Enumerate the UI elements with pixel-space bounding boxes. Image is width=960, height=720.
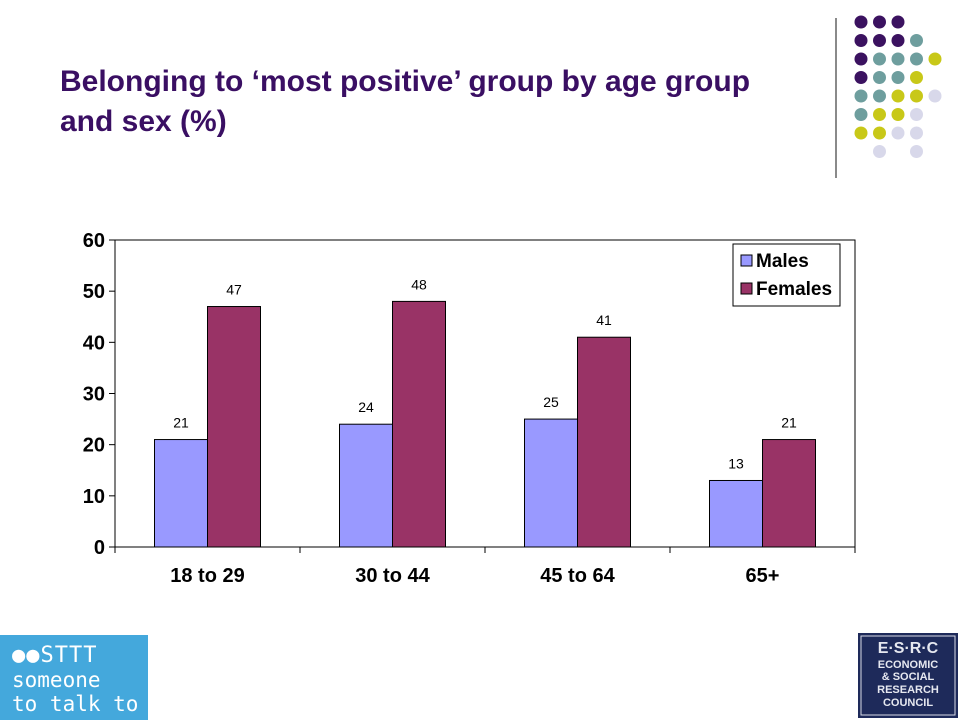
- legend-label: Males: [756, 251, 809, 272]
- decorative-dot: [854, 126, 868, 140]
- decorative-dot: [854, 34, 868, 47]
- decorative-dot: [928, 52, 942, 66]
- decorative-dot: [891, 89, 905, 103]
- legend-swatch: [740, 282, 753, 295]
- decorative-divider: [835, 18, 837, 178]
- decorative-dot: [910, 71, 923, 84]
- bar-females: [392, 300, 446, 548]
- data-label: 21: [173, 415, 189, 431]
- decorative-dot: [910, 52, 923, 66]
- sttt-logo-line3: to talk to: [12, 692, 139, 716]
- decorative-dot: [873, 108, 886, 121]
- decorative-dot: [891, 34, 905, 47]
- decorative-dot: [873, 71, 886, 84]
- legend: Males Females: [732, 243, 841, 307]
- decorative-dot: [873, 145, 886, 158]
- y-tick-label: 20: [83, 435, 105, 457]
- decorative-dot: [873, 15, 886, 29]
- bar-females: [762, 439, 816, 548]
- decorative-dot: [873, 52, 886, 66]
- y-tick-label: 40: [83, 332, 105, 354]
- esrc-logo-line3: & SOCIAL: [882, 671, 935, 683]
- decorative-dot: [873, 34, 886, 47]
- y-tick-label: 50: [83, 281, 105, 303]
- bar-females: [577, 336, 631, 548]
- legend-swatch: [740, 254, 753, 267]
- data-label: 24: [358, 399, 374, 415]
- decorative-dot: [854, 71, 868, 84]
- data-label: 21: [781, 415, 797, 431]
- data-label: 13: [728, 455, 744, 471]
- x-category-label: 45 to 64: [540, 565, 615, 587]
- bar-females: [207, 306, 261, 548]
- bar-males: [154, 439, 208, 548]
- decorative-dot: [854, 89, 868, 103]
- decorative-dot: [891, 108, 905, 121]
- decorative-dot: [910, 34, 923, 47]
- y-tick-label: 10: [83, 486, 105, 508]
- y-tick-label: 0: [94, 537, 105, 559]
- decorative-dot: [910, 108, 923, 121]
- x-category-label: 30 to 44: [355, 565, 430, 587]
- decorative-dot: [928, 89, 942, 103]
- esrc-logo-line2: ECONOMIC: [878, 659, 939, 671]
- esrc-logo-line4: RESEARCH: [877, 684, 939, 696]
- bar-males: [524, 418, 578, 548]
- bar-chart: 0 10 20 30 40 50 60 21 47 18 to 29 24 48 30 to 44 25 4…: [83, 230, 856, 587]
- y-tick-label: 30: [83, 384, 105, 406]
- decorative-dot: [873, 126, 886, 140]
- esrc-logo-line5: COUNCIL: [883, 697, 933, 709]
- legend-label: Females: [756, 279, 832, 300]
- slide-title: Belonging to ‘most positive’ group by ag…: [60, 65, 751, 138]
- decorative-dot: [891, 15, 905, 29]
- decorative-dot: [854, 15, 868, 29]
- decorative-dot: [910, 89, 923, 103]
- y-tick-label: 60: [83, 230, 105, 252]
- data-label: 41: [596, 312, 612, 328]
- decorative-dot: [891, 126, 905, 140]
- decorative-dot: [891, 52, 905, 66]
- x-category-label: 18 to 29: [170, 565, 244, 587]
- sttt-logo-line2: someone: [12, 668, 101, 692]
- bar-males: [339, 423, 393, 548]
- decorative-dot-grid: [854, 15, 942, 158]
- data-label: 47: [226, 282, 242, 298]
- decorative-dot: [854, 108, 868, 121]
- decorative-dot: [891, 71, 905, 84]
- decorative-dot: [910, 126, 923, 140]
- decorative-dot: [854, 52, 868, 66]
- data-label: 25: [543, 394, 559, 410]
- esrc-logo-line1: E·S·R·C: [878, 640, 939, 657]
- esrc-logo: E·S·R·C ECONOMIC & SOCIAL RESEARCH COUNC…: [858, 633, 958, 718]
- x-category-label: 65+: [746, 565, 780, 587]
- bar-males: [709, 479, 763, 548]
- decorative-dot: [910, 145, 923, 158]
- data-label: 48: [411, 276, 427, 292]
- sttt-logo-text: ●●STTT: [12, 643, 98, 668]
- sttt-logo: ●●STTT someone to talk to: [0, 635, 148, 720]
- speech-bubbles-icon: ●●: [12, 643, 41, 668]
- legend-box: [732, 243, 841, 307]
- decorative-dot: [873, 89, 886, 103]
